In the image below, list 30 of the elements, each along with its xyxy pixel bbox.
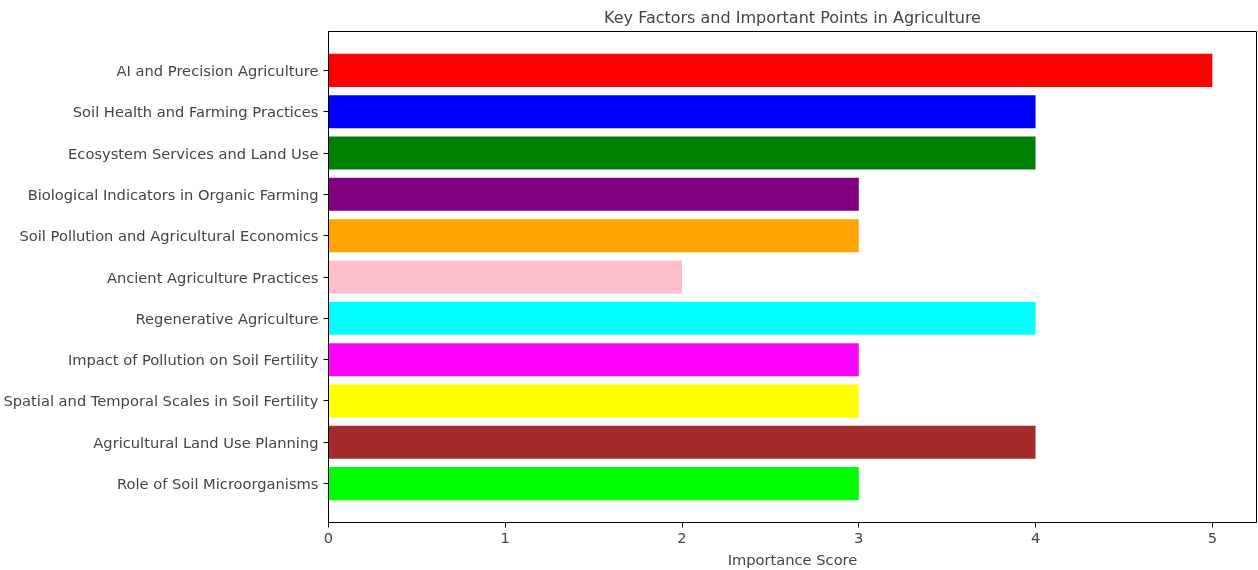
bar xyxy=(328,343,859,377)
bar xyxy=(328,467,859,501)
y-tick-label: Spatial and Temporal Scales in Soil Fertility xyxy=(3,392,319,410)
chart-title: Key Factors and Important Points in Agriculture xyxy=(604,7,981,27)
x-tick-label: 2 xyxy=(677,528,687,546)
bar xyxy=(328,136,1036,170)
y-tick-label: Ancient Agriculture Practices xyxy=(106,268,319,286)
x-tick-label: 5 xyxy=(1207,528,1217,546)
y-tick-label: Biological Indicators in Organic Farming xyxy=(27,185,319,203)
y-tick-label: Ecosystem Services and Land Use xyxy=(68,144,319,162)
x-tick-label: 4 xyxy=(1030,528,1041,546)
y-tick-label: Role of Soil Microorganisms xyxy=(117,475,319,493)
bar xyxy=(328,53,1213,87)
y-tick-label: Impact of Pollution on Soil Fertility xyxy=(67,351,319,369)
y-tick-label: AI and Precision Agriculture xyxy=(116,61,319,79)
bar xyxy=(328,384,859,418)
x-tick-label: 1 xyxy=(500,528,510,546)
y-tick-label: Agricultural Land Use Planning xyxy=(93,433,319,451)
y-tick-label: Regenerative Agriculture xyxy=(135,309,319,327)
bar xyxy=(328,177,859,211)
x-axis-title: Importance Score xyxy=(727,550,858,568)
bar xyxy=(328,95,1036,129)
bar xyxy=(328,260,683,294)
y-tick-label: Soil Health and Farming Practices xyxy=(72,103,319,121)
y-tick-label: Soil Pollution and Agricultural Economics xyxy=(19,227,319,245)
bar xyxy=(328,425,1036,459)
x-tick-label: 0 xyxy=(323,528,334,546)
bar xyxy=(328,219,859,253)
x-tick-label: 3 xyxy=(854,528,864,546)
bar xyxy=(328,301,1036,335)
